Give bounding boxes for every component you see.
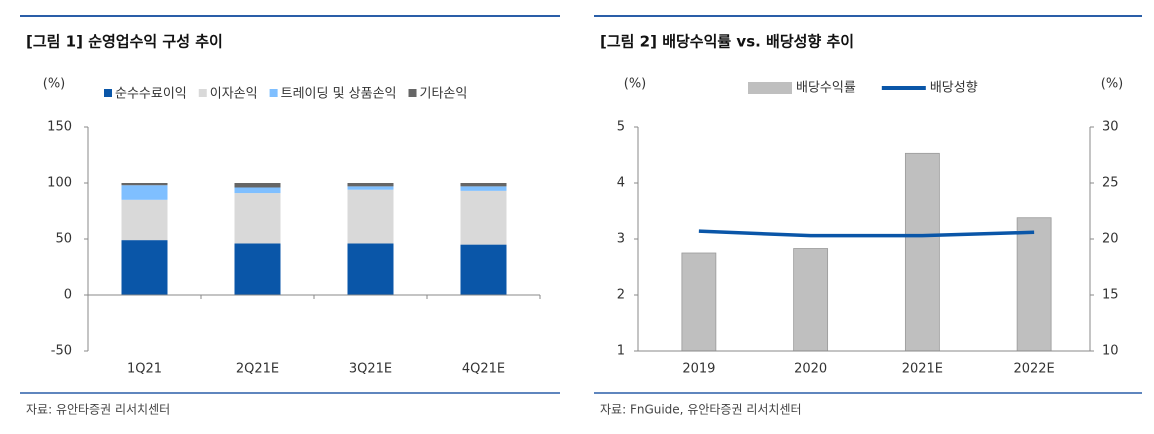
bar-segment [347,186,394,190]
bar-segment [234,193,281,244]
y-tick-label: -50 [51,344,72,359]
legend-label: 이자손익 [210,87,258,102]
legend-label: 트레이딩 및 상품손익 [281,87,397,102]
bar-segment [460,183,507,187]
bar [681,252,717,352]
y-tick-label: 3 [617,232,625,247]
bar-segment [234,187,281,194]
x-tick-label: 2020 [794,362,827,377]
bar-segment [121,183,168,186]
y-tick-label: 100 [47,176,72,191]
bar [904,152,940,352]
y-tick-label: 5 [617,120,625,135]
bar [793,248,829,352]
bar-segment [347,243,394,295]
x-tick-label: 4Q21E [462,362,505,377]
y2-tick-label: 30 [1102,120,1119,135]
y-tick-label: 4 [617,176,625,191]
legend-swatch [269,89,278,97]
source: 자료: 유안타증권 리서치센터 [26,403,170,417]
bar-segment [460,190,507,245]
bar-segment [121,199,168,241]
bar [1016,217,1052,352]
y-axis-label: (%) [624,77,647,92]
x-tick-label: 3Q21E [349,362,392,377]
x-tick-label: 2021E [902,362,943,377]
bar-segment [234,243,281,295]
bar-segment [460,244,507,295]
y-axis-label: (%) [43,77,66,92]
bar-segment [234,183,281,188]
legend-swatch [408,89,417,97]
legend-swatch [748,82,792,94]
legend-label: 기타손익 [420,87,468,102]
x-tick-label: 2Q21E [236,362,279,377]
bar-segment [121,240,168,295]
source: 자료: FnGuide, 유안타증권 리서치센터 [600,403,802,417]
y-tick-label: 2 [617,288,625,303]
line [698,229,1035,238]
y2-tick-label: 10 [1102,344,1119,359]
bar-segment [347,189,394,244]
bar-segment [460,186,507,191]
y2-axis-label: (%) [1101,77,1124,92]
y2-tick-label: 25 [1102,176,1119,191]
x-tick-label: 1Q21 [127,362,162,377]
legend-label: 순수수료이익 [115,87,187,102]
legend-swatch [198,89,207,97]
y-tick-label: 150 [47,120,72,135]
x-tick-label: 2019 [682,362,715,377]
legend-label: 배당수익률 [796,81,856,96]
chart-title: [그림 2] 배당수익률 vs. 배당성향 추이 [600,33,854,51]
y-tick-label: 1 [617,344,625,359]
legend-label: 배당성향 [930,81,978,96]
y2-tick-label: 20 [1102,232,1119,247]
legend-swatch [104,89,112,97]
y-tick-label: 50 [55,232,72,247]
y-tick-label: 0 [64,288,72,303]
bar-segment [121,185,168,200]
y2-tick-label: 15 [1102,288,1119,303]
bar-segment [347,183,394,187]
chart-title: [그림 1] 순영업수익 구성 추이 [26,33,223,51]
x-tick-label: 2022E [1013,362,1054,377]
